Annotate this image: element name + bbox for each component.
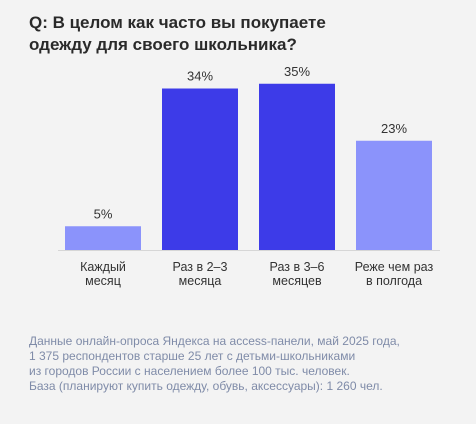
bar-1 [65, 226, 141, 250]
category-label-4: Реже чем раз в полгода [355, 260, 434, 288]
footnote-line-1: Данные онлайн-опроса Яндекса на access-п… [29, 334, 400, 348]
bar-value-label-1: 5% [94, 206, 113, 221]
chart-title-line-1: Q: В целом как часто вы покупаете [29, 13, 326, 32]
category-label-3: Раз в 3–6 месяцев [270, 260, 325, 288]
chart-title-line-2: одежду для своего школьника? [29, 35, 297, 54]
footnote-line-4: База (планируют купить одежду, обувь, ак… [29, 379, 383, 393]
bar-4 [356, 140, 432, 250]
bar-value-label-4: 23% [381, 121, 407, 136]
footnote-line-2: 1 375 респондентов старше 25 лет с детьм… [29, 349, 356, 363]
bar-2 [162, 88, 238, 250]
bar-3 [259, 83, 335, 250]
footnote-line-3: из городов России с населением более 100… [29, 364, 350, 378]
bar-chart: 5% Каждый месяц 34% Раз в 2–3 месяца 35% Раз в … [58, 64, 440, 288]
bar-value-label-2: 34% [187, 69, 213, 84]
bar-value-label-3: 35% [284, 64, 310, 79]
survey-footnote: Данные онлайн-опроса Яндекса на access-п… [29, 334, 469, 394]
category-label-2: Раз в 2–3 месяца [173, 260, 228, 288]
chart-title: Q: В целом как часто вы покупаете одежду… [29, 12, 449, 56]
category-label-1: Каждый месяц [80, 260, 126, 288]
